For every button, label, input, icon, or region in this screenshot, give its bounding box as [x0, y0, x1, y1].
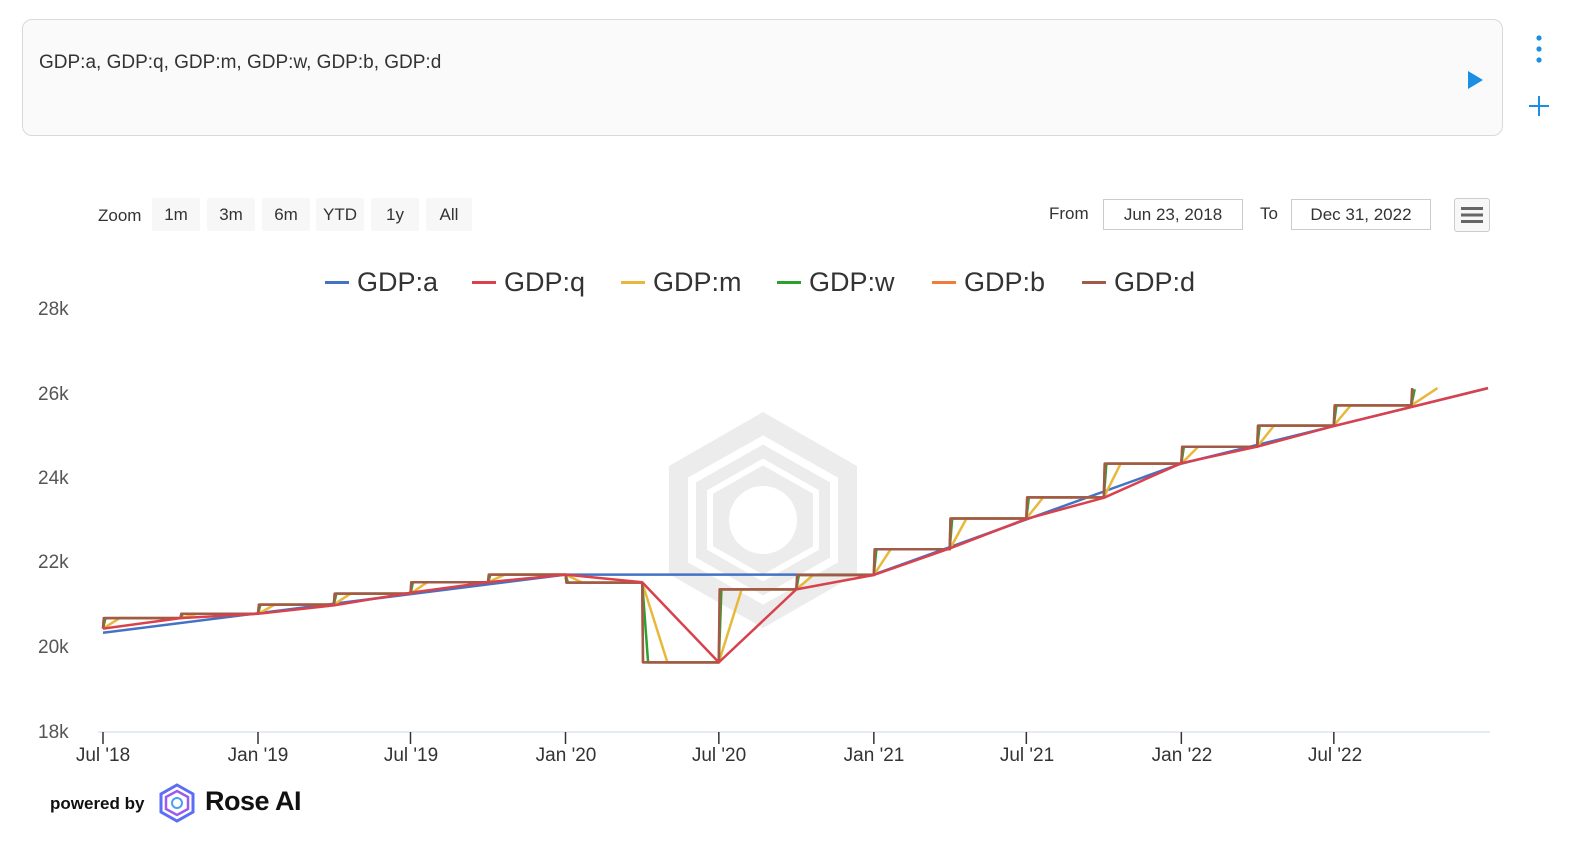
legend-label: GDP:w: [809, 266, 895, 297]
y-tick-label: 26k: [38, 384, 69, 405]
x-tick-label: Jan '21: [843, 745, 905, 766]
x-tick-label: Jul '21: [999, 745, 1055, 766]
legend-label: GDP:m: [653, 266, 742, 297]
x-tick-label: Jul '19: [383, 745, 439, 766]
legend-label: GDP:a: [357, 266, 439, 297]
plus-icon[interactable]: [1527, 94, 1551, 118]
y-tick-label: 28k: [38, 299, 69, 320]
zoom-1y-button[interactable]: 1y: [371, 198, 419, 231]
zoom-all-button[interactable]: All: [426, 198, 472, 231]
kebab-icon[interactable]: [1530, 34, 1548, 64]
legend-item-gdp-w[interactable]: GDP:w: [777, 262, 895, 302]
legend-item-gdp-b[interactable]: GDP:b: [932, 262, 1045, 302]
zoom-label: Zoom: [98, 206, 142, 225]
x-tick-label: Jul '20: [691, 745, 747, 766]
play-icon[interactable]: [1466, 70, 1484, 90]
to-date-input[interactable]: Dec 31, 2022: [1291, 199, 1431, 230]
rose-ai-logo: [159, 783, 195, 823]
x-tick-label: Jul '22: [1307, 745, 1363, 766]
legend-item-gdp-m[interactable]: GDP:m: [621, 262, 742, 302]
legend-label: GDP:b: [964, 266, 1046, 297]
series-line-gdp-q[interactable]: [102, 386, 1489, 664]
zoom-6m-button[interactable]: 6m: [262, 198, 310, 231]
series-line-gdp-d[interactable]: [101, 388, 1414, 664]
legend-swatch: [932, 280, 956, 284]
chart-menu-button[interactable]: [1454, 198, 1490, 232]
legend-swatch: [325, 280, 349, 284]
y-tick-label: 18k: [38, 722, 69, 743]
legend-swatch: [621, 280, 645, 284]
query-text[interactable]: GDP:a, GDP:q, GDP:m, GDP:w, GDP:b, GDP:d: [39, 52, 442, 73]
zoom-3m-button[interactable]: 3m: [207, 198, 255, 231]
brand-name: Rose AI: [205, 786, 302, 816]
legend-label: GDP:q: [504, 266, 586, 297]
x-tick-label: Jan '20: [535, 745, 597, 766]
hamburger-icon: [1461, 207, 1483, 223]
from-label: From: [1049, 204, 1089, 223]
query-box[interactable]: GDP:a, GDP:q, GDP:m, GDP:w, GDP:b, GDP:d: [22, 19, 1503, 136]
chart-legend: GDP:a GDP:q GDP:m GDP:w GDP:b GDP:d: [0, 262, 1590, 302]
legend-swatch: [472, 280, 496, 284]
zoom-1m-button[interactable]: 1m: [152, 198, 200, 231]
zoom-ytd-button[interactable]: YTD: [316, 198, 364, 231]
legend-item-gdp-a[interactable]: GDP:a: [325, 262, 438, 302]
y-tick-label: 24k: [38, 468, 69, 489]
from-date-input[interactable]: Jun 23, 2018: [1103, 199, 1243, 230]
y-tick-label: 22k: [38, 552, 69, 573]
legend-label: GDP:d: [1114, 266, 1196, 297]
x-tick-label: Jan '19: [227, 745, 289, 766]
y-tick-label: 20k: [38, 637, 69, 658]
legend-swatch: [1082, 280, 1106, 284]
powered-by-label: powered by: [50, 794, 145, 813]
legend-item-gdp-d[interactable]: GDP:d: [1082, 262, 1195, 302]
to-label: To: [1260, 204, 1278, 223]
rose-ai-watermark: [669, 412, 857, 628]
x-tick-label: Jan '22: [1151, 745, 1213, 766]
x-tick-label: Jul '18: [75, 745, 131, 766]
legend-swatch: [777, 280, 801, 284]
legend-item-gdp-q[interactable]: GDP:q: [472, 262, 585, 302]
